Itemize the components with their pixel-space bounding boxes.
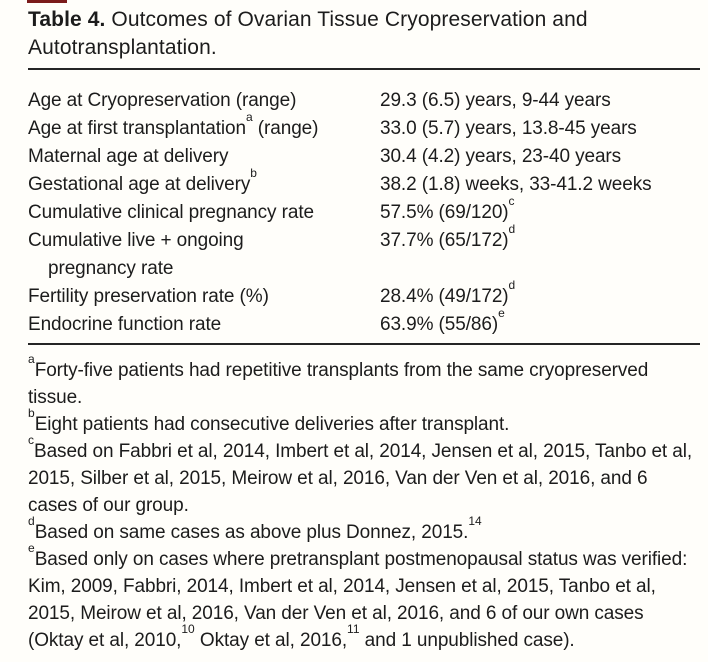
top-rule	[28, 68, 700, 70]
footnote-b: bEight patients had consecutive deliveri…	[28, 406, 510, 435]
table-row: Cumulative clinical pregnancy rate 57.5%…	[28, 194, 700, 227]
footnote-marker: a	[28, 352, 35, 367]
table-body: Age at Cryopreservation (range) 29.3 (6.…	[28, 70, 700, 339]
row-value: 29.3 (6.5) years, 9-44 years	[380, 90, 611, 111]
row-value: 33.0 (5.7) years, 13.8-45 years	[380, 118, 637, 139]
footnote-marker: c	[28, 433, 34, 448]
reference-sup: 11	[347, 622, 360, 637]
table-row: Age at first transplantationa (range) 33…	[28, 110, 700, 143]
row-value: 28.4% (49/172)d	[380, 278, 516, 307]
footnote-marker-sup: b	[250, 166, 257, 181]
reference-sup: 14	[468, 514, 482, 529]
table-row: Endocrine function rate 63.9% (55/86)e	[28, 306, 700, 339]
row-label: Endocrine function rate	[28, 314, 222, 335]
reference-sup: 10	[181, 622, 195, 637]
table-row: Cumulative live + ongoing pregnancy rate …	[28, 222, 700, 283]
footnote-c: cBased on Fabbri et al, 2014, Imbert et …	[28, 433, 693, 516]
footnote-marker: e	[28, 541, 35, 556]
table-title: Table 4. Outcomes of Ovarian Tissue Cryo…	[28, 6, 676, 62]
row-label: Fertility preservation rate (%)	[28, 286, 269, 307]
table-number-label: Table 4.	[28, 8, 106, 31]
footnote-marker: b	[28, 406, 35, 421]
footnote-d: dBased on same cases as above plus Donne…	[28, 514, 482, 543]
row-label: Gestational age at deliveryb	[28, 166, 257, 195]
footnote-marker-sup: d	[508, 278, 516, 293]
footnote-marker-sup: c	[508, 194, 515, 209]
accent-rule	[27, 0, 67, 3]
footnote-marker-sup: d	[508, 222, 516, 237]
row-value: 57.5% (69/120)c	[380, 194, 515, 223]
row-value: 38.2 (1.8) weeks, 33-41.2 weeks	[380, 174, 652, 195]
footnote-marker: d	[28, 514, 35, 529]
row-label: Age at Cryopreservation (range)	[28, 90, 297, 111]
footnote-marker-sup: a	[245, 110, 253, 125]
footnotes-section: aForty-five patients had repetitive tran…	[28, 345, 700, 654]
row-value: 37.7% (65/172)d	[380, 222, 516, 251]
table-row: Gestational age at deliveryb 38.2 (1.8) …	[28, 166, 700, 199]
row-value: 63.9% (55/86)e	[380, 306, 505, 335]
table-row: Maternal age at delivery 30.4 (4.2) year…	[28, 143, 700, 171]
row-label: Cumulative clinical pregnancy rate	[28, 202, 314, 223]
footnote-a: aForty-five patients had repetitive tran…	[28, 352, 649, 408]
row-label: Age at first transplantationa (range)	[28, 110, 319, 139]
footnote-marker-sup: e	[498, 306, 505, 321]
table-row: Fertility preservation rate (%) 28.4% (4…	[28, 278, 700, 311]
row-label: Cumulative live + ongoing pregnancy rate	[28, 230, 244, 279]
bottom-rule	[28, 343, 700, 345]
row-label-continuation: pregnancy rate	[48, 258, 174, 279]
table-title-text: Outcomes of Ovarian Tissue Cryopreservat…	[28, 8, 588, 59]
row-label: Maternal age at delivery	[28, 146, 229, 167]
footnote-e: eBased only on cases where pretransplant…	[28, 541, 688, 651]
row-value: 30.4 (4.2) years, 23-40 years	[380, 146, 622, 167]
table-row: Age at Cryopreservation (range) 29.3 (6.…	[28, 87, 700, 115]
